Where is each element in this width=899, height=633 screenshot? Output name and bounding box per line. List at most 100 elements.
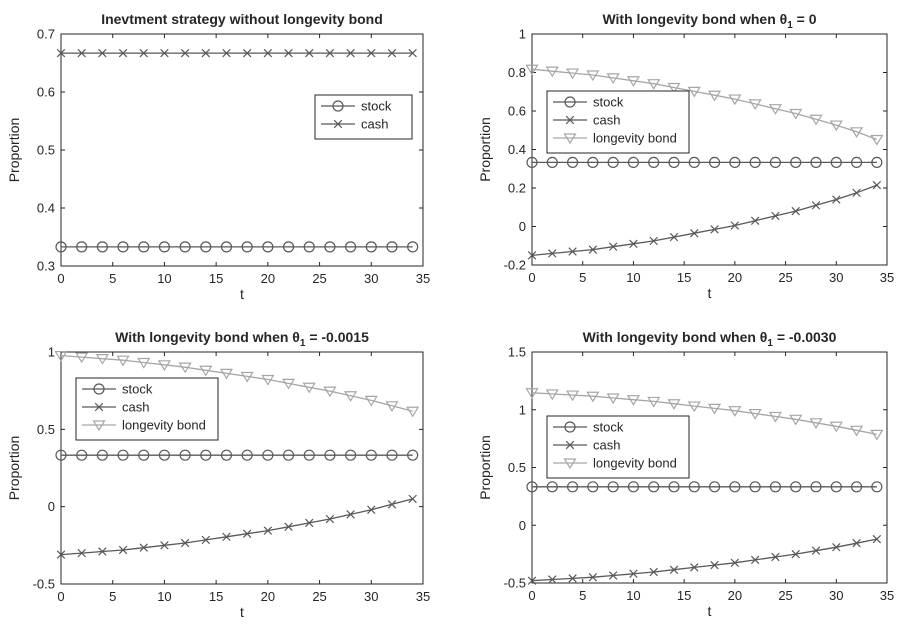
data-point <box>626 395 640 406</box>
x-tick-label: 30 <box>364 589 378 604</box>
data-point <box>137 357 151 369</box>
chart-title-suffix: = -0.0015 <box>305 329 369 345</box>
x-tick-label: 20 <box>728 588 742 603</box>
data-point <box>587 156 599 168</box>
data-point <box>242 529 252 538</box>
data-point <box>525 64 539 76</box>
series-longevity-bond <box>525 64 884 146</box>
data-point <box>284 522 293 531</box>
data-point <box>546 156 558 168</box>
data-point <box>527 251 537 260</box>
x-tick-label: 30 <box>829 588 843 603</box>
data-point <box>77 48 86 58</box>
data-point <box>768 104 782 115</box>
x-tick-label: 25 <box>778 270 792 285</box>
data-point <box>346 48 355 58</box>
data-point <box>608 571 618 580</box>
legend-box <box>314 94 413 140</box>
series-stock <box>55 449 419 461</box>
data-point <box>771 211 780 221</box>
legend-marker <box>94 402 104 412</box>
series-line <box>60 498 413 556</box>
data-point <box>790 481 802 493</box>
x-tick-label: 35 <box>416 589 430 604</box>
series-stock <box>526 481 883 493</box>
data-point <box>566 481 579 493</box>
data-point <box>730 221 740 230</box>
legend-label: cash <box>593 113 620 128</box>
data-point <box>345 449 357 461</box>
data-point <box>324 449 336 461</box>
data-point <box>262 449 274 461</box>
data-point <box>344 391 358 402</box>
data-point <box>367 48 376 58</box>
y-axis-label: Proportion <box>6 436 22 501</box>
data-point <box>118 48 128 58</box>
chart-title: With longevity bond when θ1 = 0 <box>602 11 816 31</box>
y-tick-label: 0.5 <box>508 460 526 475</box>
data-point <box>769 156 782 168</box>
data-point <box>566 390 580 402</box>
data-point <box>668 481 680 493</box>
x-tick-label: 20 <box>261 589 275 604</box>
data-point <box>201 535 211 545</box>
data-point <box>647 396 661 408</box>
x-axis-label: t <box>240 286 244 302</box>
x-tick-label: 5 <box>109 271 116 286</box>
data-point <box>387 500 397 509</box>
data-point <box>346 510 355 519</box>
x-tick-label: 15 <box>677 588 691 603</box>
data-point <box>730 558 740 568</box>
data-point <box>850 481 863 493</box>
data-point <box>588 245 598 254</box>
series-stock <box>55 241 419 253</box>
x-tick-label: 15 <box>209 589 223 604</box>
data-point <box>629 239 638 249</box>
data-point <box>76 449 88 461</box>
data-point <box>158 449 171 461</box>
x-tick-label: 20 <box>728 270 742 285</box>
y-tick-label: 0.5 <box>37 143 55 158</box>
y-tick-label: 1.5 <box>508 345 526 360</box>
data-point <box>282 449 295 461</box>
data-point <box>790 156 802 168</box>
axes-box <box>60 33 424 267</box>
data-point <box>201 48 211 58</box>
x-axis-label: t <box>708 603 712 619</box>
y-tick-label: 0.6 <box>37 85 55 100</box>
data-point <box>407 241 419 253</box>
data-point <box>791 206 800 216</box>
data-point <box>157 360 171 371</box>
data-point <box>607 156 619 168</box>
data-point <box>871 481 883 493</box>
y-tick-label: 0.3 <box>37 259 55 274</box>
data-point <box>200 241 212 253</box>
data-point <box>688 481 700 493</box>
data-point <box>690 229 699 238</box>
data-point <box>54 350 68 362</box>
data-point <box>325 514 335 524</box>
legend-marker <box>563 133 577 145</box>
y-tick-label: 0 <box>48 499 55 514</box>
chart-title-main: With longevity bond when θ <box>583 329 768 345</box>
legend-marker <box>92 420 106 432</box>
data-point <box>708 403 722 415</box>
data-point <box>872 180 882 190</box>
data-point <box>55 449 67 461</box>
data-point <box>811 546 821 555</box>
data-point <box>325 48 335 58</box>
data-point <box>305 48 314 58</box>
y-tick-label: -0.5 <box>33 577 55 592</box>
data-point <box>708 481 721 493</box>
data-point <box>606 393 620 405</box>
data-point <box>75 352 89 364</box>
x-tick-label: 0 <box>528 270 535 285</box>
chart-title-main: With longevity bond when θ <box>115 329 300 345</box>
data-point <box>55 241 67 253</box>
legend-marker <box>565 115 575 125</box>
data-point <box>667 82 681 94</box>
data-point <box>588 573 598 582</box>
data-point <box>76 241 88 253</box>
data-point <box>116 355 130 367</box>
data-point <box>222 532 231 542</box>
